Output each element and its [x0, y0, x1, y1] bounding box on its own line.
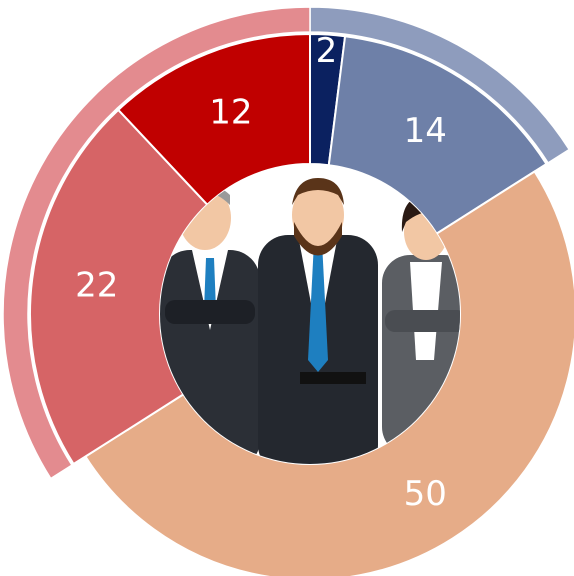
data-label: 22: [75, 266, 118, 306]
data-label: 14: [404, 111, 447, 151]
data-label: 2: [316, 31, 338, 71]
data-label: 12: [209, 93, 252, 133]
chart: 2 14 50 22 12: [0, 0, 574, 576]
data-label: 50: [404, 474, 447, 514]
